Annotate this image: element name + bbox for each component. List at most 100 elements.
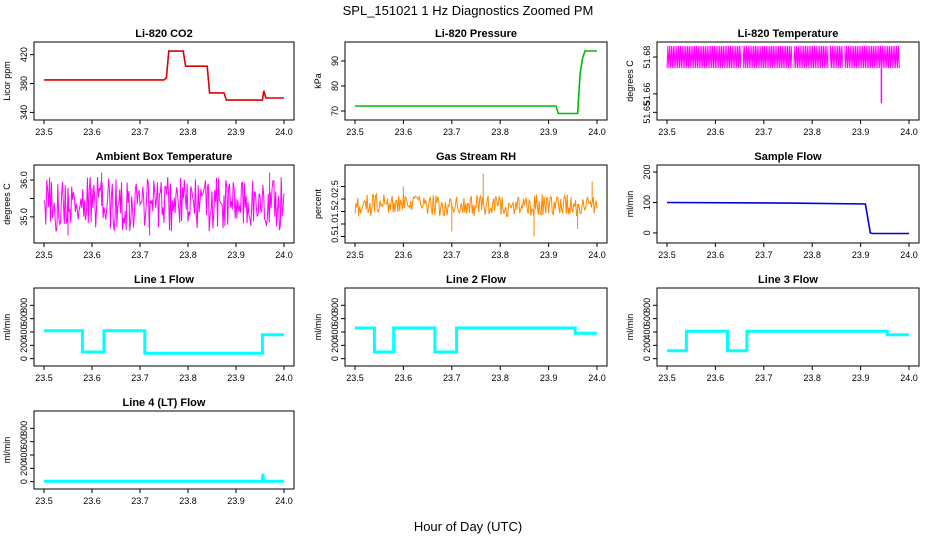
y-tick-label: 2.5	[330, 180, 340, 193]
x-tick-label: 23.8	[179, 127, 197, 137]
y-axis-label: ml/min	[2, 437, 12, 464]
y-tick-label: 51.66	[642, 83, 652, 106]
x-tick-label: 23.7	[131, 496, 149, 506]
y-tick-label: 51.68	[642, 46, 652, 69]
y-tick-label: 0	[19, 479, 29, 484]
plot-frame	[656, 164, 920, 244]
y-axis-label: ml/min	[2, 314, 12, 341]
panel-title: Line 3 Flow	[758, 274, 818, 286]
x-tick-label: 23.5	[35, 373, 53, 383]
x-tick-label: 23.9	[852, 373, 870, 383]
series-line	[44, 329, 284, 355]
panel-title: Ambient Box Temperature	[96, 151, 233, 163]
y-tick-label: 800	[642, 298, 652, 313]
panel-title: Li-820 Pressure	[435, 28, 517, 40]
panel-2: Li-820 Pressure kPa 23.5 23.6 23.7 23.8 23.9 24…	[313, 28, 608, 137]
x-tick-label: 24.0	[275, 373, 293, 383]
panel-7: Line 1 Flow ml/min 23.5 23.6 23.7 23.8 23.9 24.…	[2, 274, 295, 383]
panel-3: Li-820 Temperature degrees C 23.5 23.6 23.7 2…	[625, 28, 920, 137]
y-axis-label: percent	[313, 188, 323, 219]
plot-frame	[656, 287, 920, 367]
x-tick-label: 23.9	[227, 250, 245, 260]
x-tick-label: 23.6	[395, 250, 413, 260]
x-tick-label: 24.0	[588, 250, 606, 260]
panel-10: Line 4 (LT) Flow ml/min 23.5 23.6 23.7 23.8 23…	[2, 397, 295, 506]
plot-frame	[33, 164, 295, 244]
y-axis-label: ml/min	[625, 314, 635, 341]
panel-grid: Li-820 CO2 Licor ppm 23.5 23.6 23.7 23.8 23.9 2…	[2, 28, 920, 506]
figure-x-label: Hour of Day (UTC)	[414, 519, 522, 534]
y-tick-label: 1.0	[330, 218, 340, 231]
y-tick-label: 340	[19, 105, 29, 120]
y-tick-label: 600	[19, 311, 29, 326]
y-tick-label: 200	[330, 338, 340, 353]
x-tick-label: 23.7	[755, 250, 773, 260]
panel-5: Gas Stream RH percent 23.5 23.6 23.7 23.8 23.9…	[313, 151, 608, 260]
x-tick-label: 23.9	[540, 250, 558, 260]
x-tick-label: 23.9	[540, 127, 558, 137]
x-tick-label: 23.6	[707, 250, 725, 260]
x-tick-label: 24.0	[900, 250, 918, 260]
x-tick-label: 23.7	[755, 373, 773, 383]
x-tick-label: 23.6	[83, 496, 101, 506]
series-line	[666, 201, 909, 235]
y-axis-label: kPa	[313, 73, 323, 89]
y-tick-label: 35.0	[19, 208, 29, 226]
y-tick-label: 200	[19, 461, 29, 476]
panel-4: Ambient Box Temperature degrees C 23.5 23.6…	[2, 151, 295, 260]
x-tick-label: 23.9	[852, 250, 870, 260]
x-tick-label: 23.5	[35, 496, 53, 506]
plot-frame	[33, 41, 295, 121]
y-tick-label: 200	[642, 165, 652, 180]
y-tick-label: 800	[19, 421, 29, 436]
x-tick-label: 24.0	[275, 496, 293, 506]
x-tick-label: 23.8	[179, 250, 197, 260]
panel-title: Gas Stream RH	[436, 151, 516, 163]
x-tick-label: 24.0	[900, 373, 918, 383]
y-tick-label: 100	[642, 195, 652, 210]
y-tick-label: 400	[330, 324, 340, 339]
series-noise	[666, 45, 900, 69]
y-tick-label: 380	[19, 76, 29, 91]
x-tick-label: 23.7	[755, 127, 773, 137]
panel-6: Sample Flow ml/min 23.5 23.6 23.7 23.8 23.9 24.…	[625, 151, 920, 260]
x-tick-label: 23.6	[83, 250, 101, 260]
plot-frame	[33, 287, 295, 367]
x-tick-label: 24.0	[275, 250, 293, 260]
y-tick-label: 200	[19, 338, 29, 353]
y-tick-label: 600	[19, 434, 29, 449]
x-tick-label: 23.8	[803, 250, 821, 260]
x-tick-label: 23.6	[83, 127, 101, 137]
y-axis-label: ml/min	[625, 191, 635, 218]
x-tick-label: 23.5	[658, 373, 676, 383]
plot-frame	[344, 164, 608, 244]
panel-title: Li-820 CO2	[135, 28, 192, 40]
y-tick-label: 200	[642, 338, 652, 353]
y-axis-label: degrees C	[625, 60, 635, 102]
panel-9: Line 3 Flow ml/min 23.5 23.6 23.7 23.8 23.9 24.…	[625, 274, 920, 383]
x-tick-label: 23.6	[395, 373, 413, 383]
series-line	[355, 326, 597, 354]
series-line	[355, 50, 597, 115]
x-tick-label: 23.8	[179, 373, 197, 383]
x-tick-label: 23.5	[35, 250, 53, 260]
plot-frame	[344, 41, 608, 121]
x-tick-label: 23.8	[491, 250, 509, 260]
y-tick-label: 400	[19, 447, 29, 462]
y-tick-label: 800	[330, 298, 340, 313]
panel-title: Li-820 Temperature	[738, 28, 839, 40]
x-tick-label: 23.7	[131, 250, 149, 260]
x-tick-label: 23.7	[443, 373, 461, 383]
y-tick-label: 420	[19, 47, 29, 62]
series-line	[667, 329, 909, 353]
x-tick-label: 23.7	[443, 250, 461, 260]
series-line	[44, 473, 284, 483]
x-tick-label: 23.9	[227, 127, 245, 137]
x-tick-label: 23.5	[346, 250, 364, 260]
x-tick-label: 23.6	[395, 127, 413, 137]
y-axis-label: degrees C	[2, 183, 12, 225]
y-axis-label: ml/min	[313, 314, 323, 341]
panel-title: Line 1 Flow	[134, 274, 194, 286]
x-tick-label: 23.9	[227, 496, 245, 506]
